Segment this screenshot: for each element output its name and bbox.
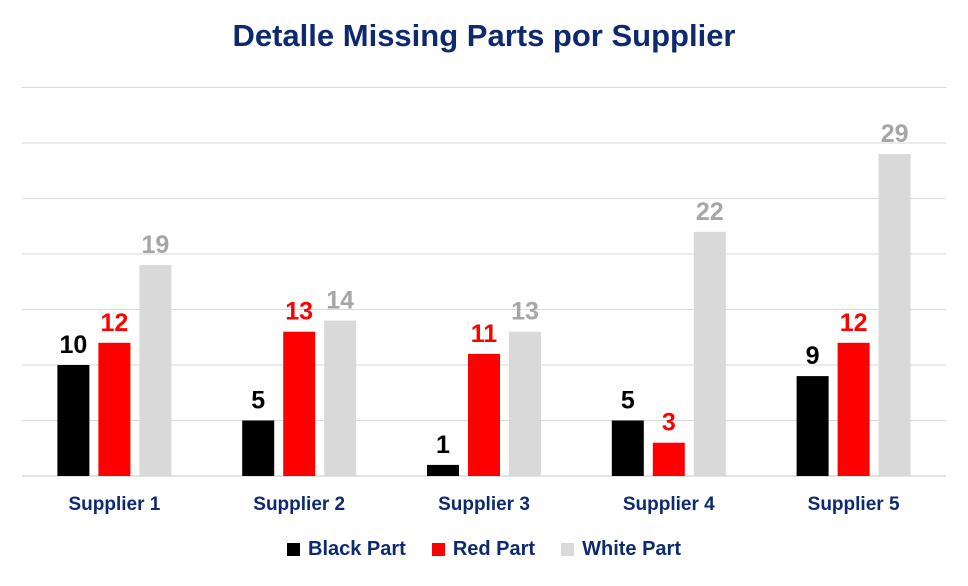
data-label-white-part-supplier-1: 19 (141, 231, 169, 259)
bar-red-part-supplier-4 (652, 442, 685, 476)
legend-swatch-black-part (287, 543, 300, 556)
data-label-white-part-supplier-2: 14 (326, 287, 354, 315)
data-label-red-part-supplier-1: 12 (100, 309, 128, 337)
legend-label-black-part: Black Part (308, 538, 406, 560)
chart-title: Detalle Missing Parts por Supplier (232, 18, 736, 53)
data-label-black-part-supplier-5: 9 (806, 342, 820, 370)
data-label-black-part-supplier-3: 1 (436, 431, 450, 459)
legend-swatch-white-part (561, 543, 575, 556)
data-label-black-part-supplier-2: 5 (251, 387, 265, 415)
bar-black-part-supplier-5 (796, 376, 829, 476)
data-label-red-part-supplier-2: 13 (285, 298, 313, 326)
bar-black-part-supplier-1 (57, 365, 90, 476)
bar-white-part-supplier-2 (324, 320, 357, 476)
data-label-black-part-supplier-1: 10 (59, 331, 87, 359)
category-labels: Supplier 1 Supplier 2 Supplier 3 Supplier 4… (68, 494, 899, 515)
bar-white-part-supplier-4 (693, 231, 726, 476)
data-label-black-part-supplier-4: 5 (621, 387, 635, 415)
legend-swatch-red-part (431, 543, 445, 556)
data-label-red-part-supplier-4: 3 (662, 409, 676, 437)
legend-label-white-part: White Part (582, 538, 681, 560)
data-label-white-part-supplier-3: 13 (511, 298, 539, 326)
bar-white-part-supplier-5 (878, 154, 911, 476)
legend: Black Part Red Part White Part (0, 538, 968, 561)
category-label-supplier-1: Supplier 1 (68, 494, 160, 515)
category-label-supplier-4: Supplier 4 (623, 494, 715, 515)
bar-white-part-supplier-3 (509, 331, 541, 476)
bar-red-part-supplier-1 (98, 342, 131, 476)
bar-red-part-supplier-5 (837, 342, 870, 476)
legend-item-red-part: Red Part (431, 538, 536, 561)
data-label-red-part-supplier-5: 12 (840, 309, 868, 337)
category-label-supplier-3: Supplier 3 (438, 494, 530, 515)
bar-black-part-supplier-4 (611, 420, 644, 476)
bar-red-part-supplier-3 (468, 353, 500, 476)
legend-item-white-part: White Part (561, 538, 681, 561)
bar-black-part-supplier-3 (427, 464, 459, 476)
bar-red-part-supplier-2 (283, 331, 316, 476)
bar-black-part-supplier-2 (242, 420, 275, 476)
data-label-white-part-supplier-5: 29 (881, 120, 909, 148)
legend-label-red-part: Red Part (452, 538, 536, 560)
category-label-supplier-2: Supplier 2 (253, 494, 345, 515)
category-label-supplier-5: Supplier 5 (808, 494, 900, 515)
data-label-white-part-supplier-4: 22 (696, 198, 724, 226)
bar-white-part-supplier-1 (139, 265, 172, 476)
bars (57, 154, 911, 476)
legend-item-black-part: Black Part (287, 538, 406, 561)
data-label-red-part-supplier-3: 11 (471, 320, 498, 348)
